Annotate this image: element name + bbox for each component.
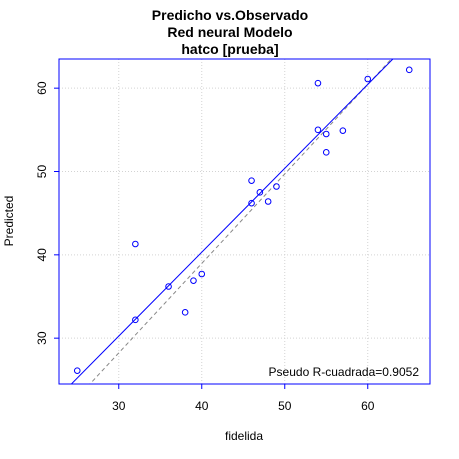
data-point (165, 283, 172, 290)
fit-line (70, 59, 394, 384)
data-point (132, 240, 139, 248)
x-axis-label: fidelida (225, 429, 263, 443)
chart-title: Predicho vs.Observado Red neural Modelo … (152, 7, 308, 57)
data-point (273, 183, 280, 190)
plot-frame (58, 58, 431, 385)
y-tick-label: 30 (35, 331, 49, 345)
data-point (248, 177, 255, 184)
lines (70, 59, 394, 384)
chart-title-line-2: Red neural Modelo (167, 24, 292, 40)
data-point (339, 127, 347, 134)
data-point (73, 367, 81, 374)
chart-title-line-3: hatco [prueba] (181, 41, 278, 57)
data-point (364, 75, 372, 83)
data-point (314, 126, 322, 134)
data-point (256, 189, 264, 196)
data-points (73, 66, 413, 374)
data-point (405, 66, 413, 74)
y-tick-label: 60 (35, 81, 49, 95)
data-point (132, 316, 139, 324)
data-point (248, 199, 255, 207)
x-tick-label: 60 (361, 399, 375, 413)
x-tick-label: 50 (278, 399, 292, 413)
r-squared-annotation: Pseudo R-cuadrada=0.9052 (269, 365, 420, 379)
data-point (322, 149, 330, 156)
x-tick-label: 30 (112, 399, 126, 413)
data-point (190, 277, 197, 284)
chart-title-line-1: Predicho vs.Observado (152, 7, 308, 23)
data-point (264, 198, 272, 205)
data-point (314, 79, 322, 87)
y-tick-label: 50 (35, 165, 49, 179)
data-point (198, 270, 206, 278)
y-tick-label: 40 (35, 248, 49, 262)
x-tick-label: 40 (195, 399, 209, 413)
grid (59, 59, 430, 384)
x-axis: 30 40 50 60 (112, 384, 375, 413)
y-axis-label: Predicted (2, 196, 16, 247)
y-axis: 30 40 50 60 (35, 81, 59, 345)
data-point (181, 309, 189, 316)
data-point (322, 130, 330, 138)
